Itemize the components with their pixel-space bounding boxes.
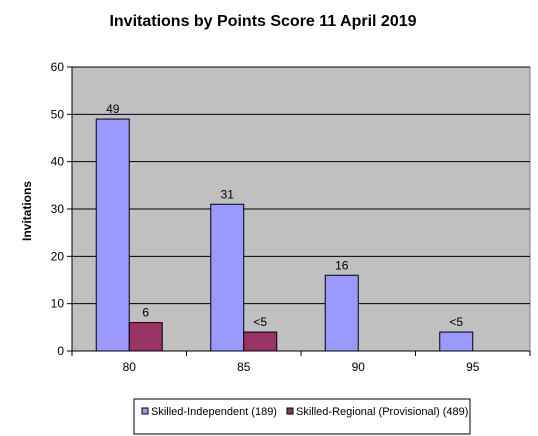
legend-label-skilled-regional: Skilled-Regional (Provisional) (489) [296,406,468,418]
bar-series-0-90 [324,274,359,352]
data-label: <5 [253,315,267,329]
data-label: <5 [449,315,463,329]
data-labels: 49 6 31 <5 16 <5 [106,102,463,329]
legend-swatch-skilled-independent [141,407,149,415]
data-label: 49 [106,102,120,116]
data-label: 6 [142,306,149,320]
x-tick-label: 85 [237,360,251,374]
y-axis-title: Invitations [20,181,34,241]
data-label: 31 [221,187,235,201]
y-tick-label: 30 [51,202,65,216]
legend: Skilled-Independent (189) Skilled-Region… [133,398,471,435]
bar-series-0-95 [439,331,474,352]
y-tick-label: 40 [51,155,65,169]
legend-frame [133,398,471,435]
chart-title: Invitations by Points Score 11 April 201… [109,13,416,30]
bar-series-0-85 [210,203,245,352]
y-tick-label: 20 [51,249,65,263]
x-tick-label: 90 [352,360,366,374]
legend-swatch-skilled-regional [286,407,294,415]
x-tick-label: 95 [466,360,480,374]
gridlines [72,66,530,305]
x-tick-label: 80 [123,360,137,374]
y-tick-label: 0 [57,344,64,358]
legend-label-skilled-independent: Skilled-Independent (189) [151,406,277,418]
bar-series-1-80 [128,322,163,352]
y-tick-label: 50 [51,107,65,121]
bar-series-1-85 [243,331,278,352]
y-tick-label: 10 [51,297,65,311]
y-tick-label: 60 [51,60,65,74]
data-label: 16 [335,258,349,272]
axes: 0 10 20 30 40 50 60 80 85 90 95 [51,60,531,374]
bars [95,118,474,352]
bar-series-0-80 [95,118,130,352]
